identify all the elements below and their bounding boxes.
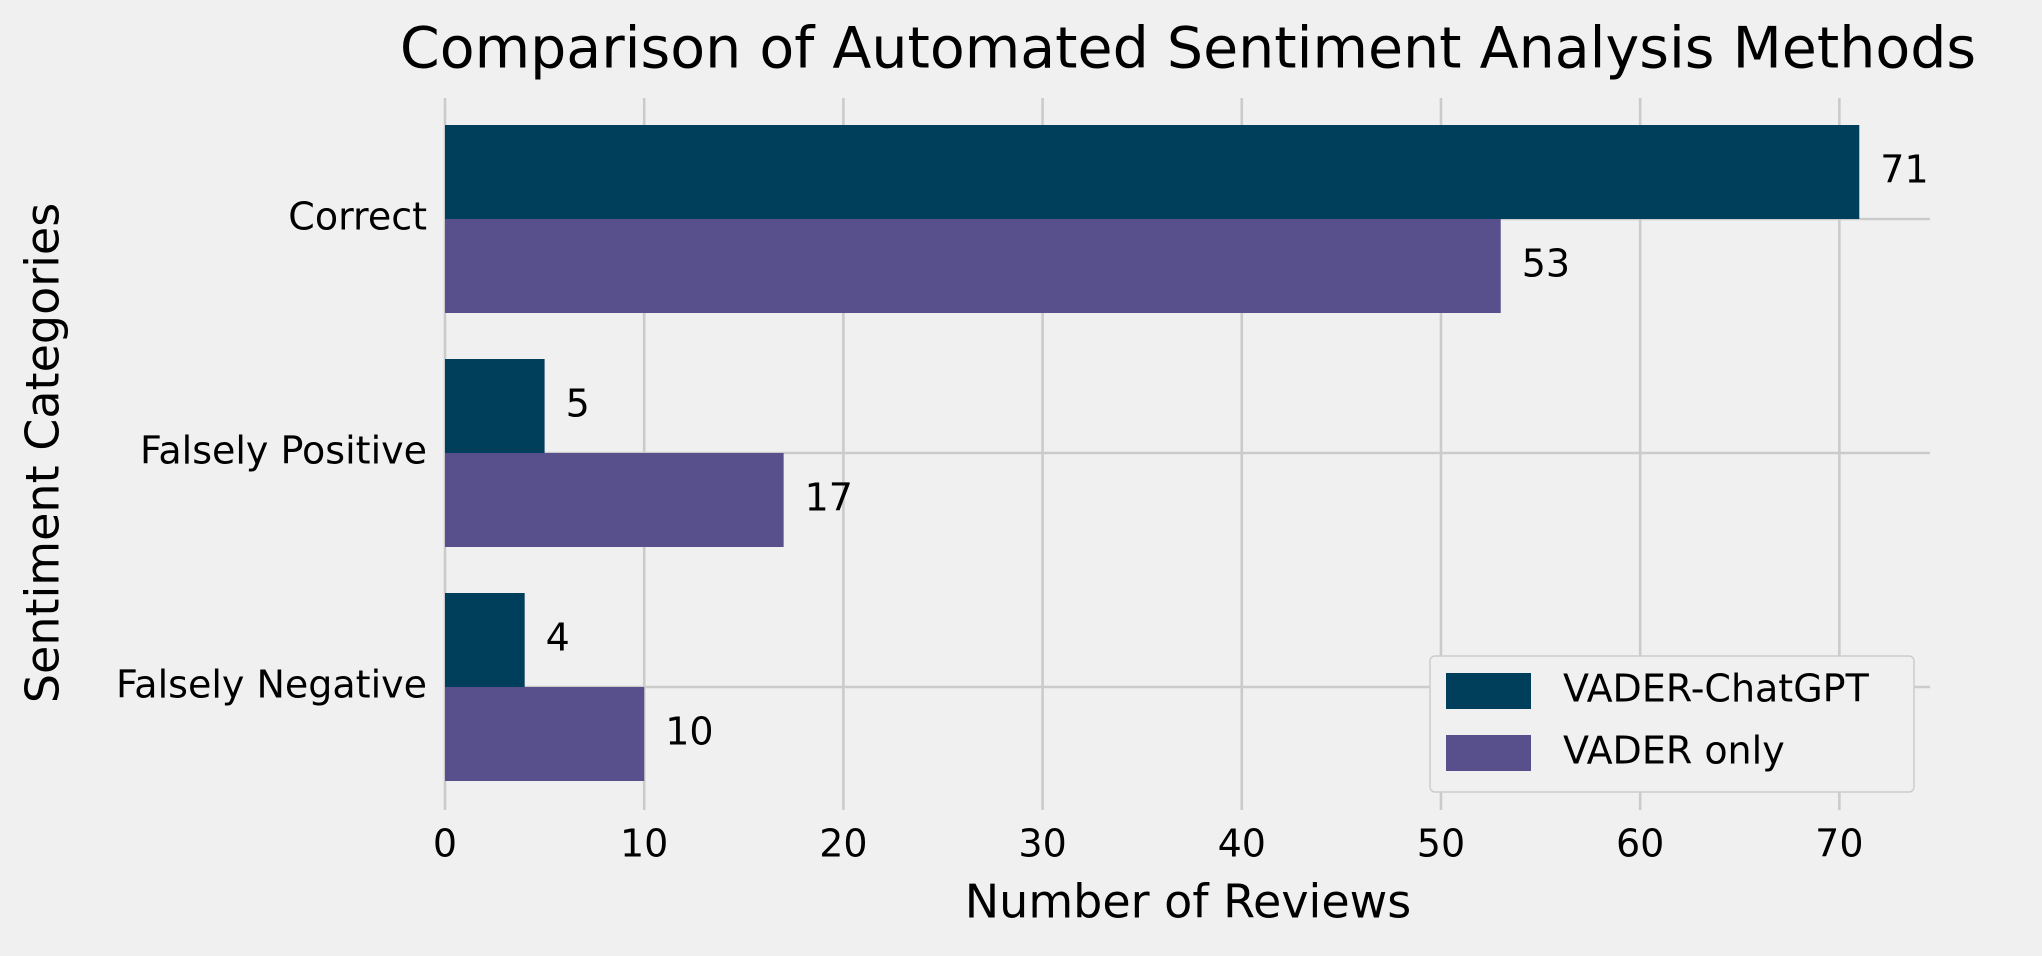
chart-title: Comparison of Automated Sentiment Analys…: [400, 16, 1976, 82]
x-tick-label: 10: [620, 822, 668, 866]
bar: [445, 593, 525, 687]
x-axis-label: Number of Reviews: [965, 875, 1411, 929]
x-tick-label: 20: [819, 822, 867, 866]
legend-swatch: [1446, 673, 1531, 709]
legend-label: VADER only: [1563, 729, 1785, 773]
legend-label: VADER-ChatGPT: [1563, 667, 1870, 711]
x-tick-label: 0: [433, 822, 457, 866]
x-tick-label: 40: [1218, 822, 1266, 866]
x-tick-label: 30: [1018, 822, 1066, 866]
bar: [445, 687, 645, 781]
x-tick-label: 60: [1616, 822, 1664, 866]
data-label: 17: [805, 476, 853, 520]
data-label: 71: [1880, 148, 1928, 192]
legend: VADER-ChatGPT VADER only: [1429, 655, 1915, 793]
x-tick-label: 70: [1815, 822, 1863, 866]
data-label: 4: [546, 616, 570, 660]
data-label: 5: [566, 382, 590, 426]
bar: [445, 125, 1860, 219]
y-tick-label: Falsely Negative: [116, 663, 427, 707]
legend-box: [1429, 655, 1915, 793]
bar: [445, 453, 784, 547]
data-label: 10: [665, 710, 713, 754]
bar: [445, 219, 1501, 313]
legend-swatch: [1446, 735, 1531, 771]
y-axis-label: Sentiment Categories: [16, 203, 70, 703]
bar: [445, 359, 545, 453]
y-tick-label: Correct: [288, 195, 427, 239]
y-tick-label: Falsely Positive: [140, 429, 427, 473]
x-tick-label: 50: [1417, 822, 1465, 866]
bars: 71 5 4 53 17 10: [445, 125, 1929, 781]
data-label: 53: [1522, 242, 1570, 286]
